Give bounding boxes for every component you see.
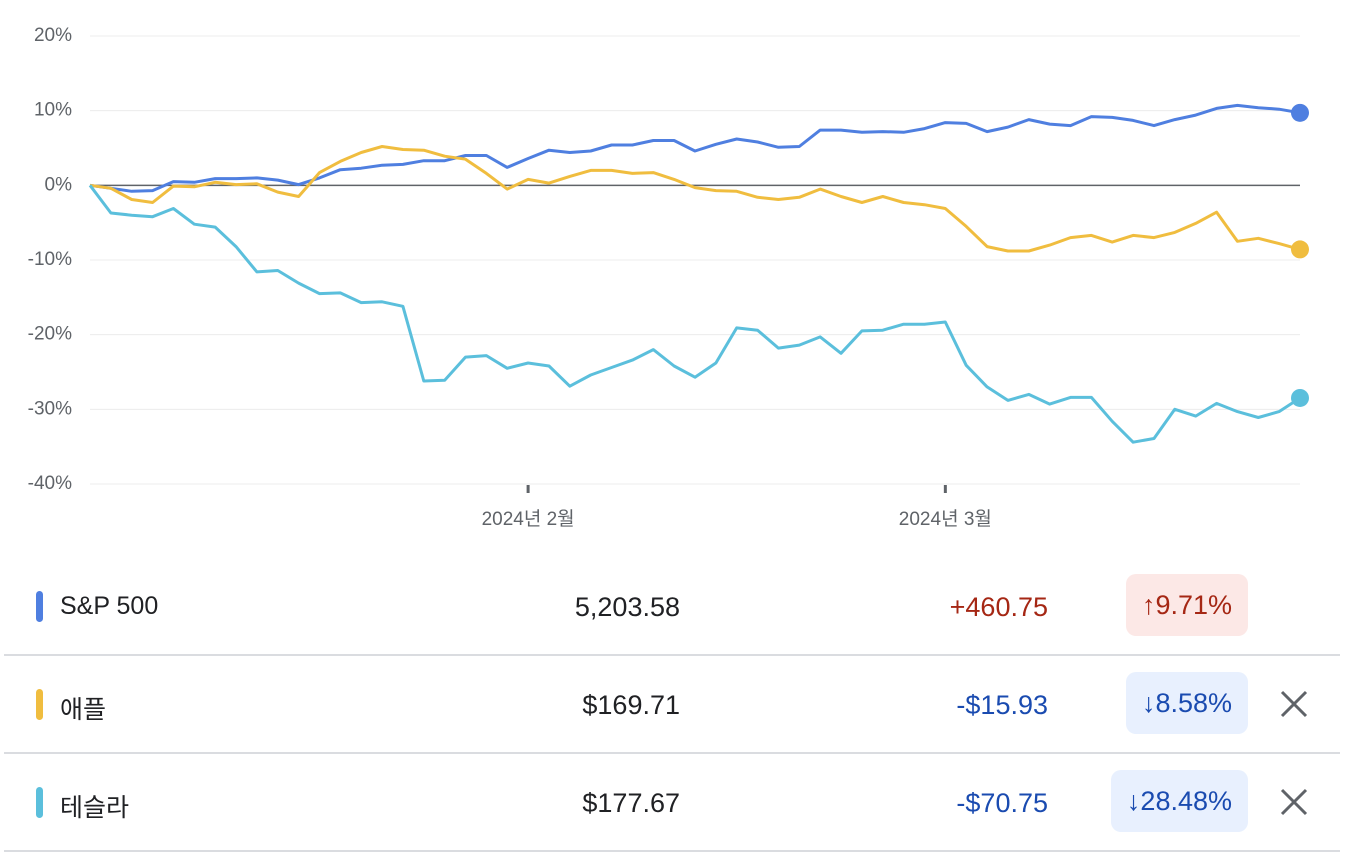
stock-price: 5,203.58 bbox=[574, 592, 680, 622]
x-tick-label: 2024년 3월 bbox=[899, 508, 992, 530]
stock-row: S&P 500 5,203.58 +460.75 ↑9.71% bbox=[4, 558, 1340, 656]
y-tick-label: -30% bbox=[28, 398, 72, 419]
series-swatch bbox=[36, 591, 43, 622]
price-change: -$15.93 bbox=[956, 690, 1048, 720]
comparison-list: S&P 500 5,203.58 +460.75 ↑9.71% 애플 $169.71 -$1… bbox=[0, 558, 1352, 852]
remove-button[interactable] bbox=[1278, 786, 1310, 818]
stock-row: 테슬라 $177.67 -$70.75 ↓28.48% bbox=[4, 754, 1340, 852]
y-tick-label: -20% bbox=[28, 324, 72, 345]
series-line bbox=[89, 145, 1301, 253]
percent-change: ↑9.71% bbox=[1125, 574, 1248, 636]
y-tick-label: -10% bbox=[28, 249, 72, 270]
stock-name: 테슬라 bbox=[60, 794, 130, 822]
price-change: -$70.75 bbox=[956, 788, 1048, 818]
x-tick-label: 2024년 2월 bbox=[482, 508, 575, 530]
stock-row: 애플 $169.71 -$15.93 ↓8.58% bbox=[4, 656, 1340, 754]
percent-change: ↓8.58% bbox=[1125, 672, 1248, 734]
stock-price: $169.71 bbox=[582, 690, 680, 720]
price-change: +460.75 bbox=[949, 592, 1048, 622]
end-point bbox=[1291, 388, 1309, 407]
y-tick-label: -40% bbox=[28, 473, 72, 494]
series-swatch bbox=[36, 787, 43, 818]
y-tick-label: 20% bbox=[34, 25, 72, 46]
stock-price: $177.67 bbox=[582, 788, 680, 818]
stock-name: 애플 bbox=[60, 696, 107, 724]
chart: -40% -30% -20% -10% 0% 10% 20% 2024년 2월 2024년 3월 bbox=[28, 25, 1309, 530]
y-tick-label: 10% bbox=[34, 100, 72, 121]
series-line bbox=[88, 184, 1301, 444]
series-line bbox=[89, 103, 1301, 193]
end-point bbox=[1291, 103, 1309, 122]
percent-change: ↓28.48% bbox=[1110, 770, 1248, 832]
end-point bbox=[1291, 240, 1309, 259]
stock-name: S&P 500 bbox=[60, 592, 159, 620]
series-swatch bbox=[36, 689, 43, 720]
remove-button[interactable] bbox=[1278, 688, 1310, 720]
y-tick-label: 0% bbox=[45, 174, 73, 195]
